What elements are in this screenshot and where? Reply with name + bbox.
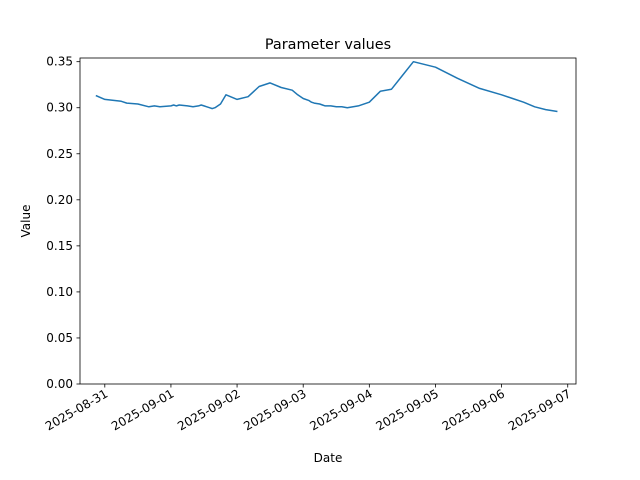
y-axis: 0.00 0.05 0.10 0.15 0.20 0.25 0.30 0.35	[46, 55, 80, 391]
y-axis-label: Value	[19, 205, 33, 238]
x-tick-label: 2025-08-31	[43, 386, 110, 433]
x-axis: 2025-08-312025-09-012025-09-022025-09-03…	[43, 384, 573, 433]
y-tick-label: 0.35	[46, 55, 73, 69]
plot-area	[95, 60, 558, 113]
x-axis-label: Date	[314, 451, 343, 465]
x-tick-label: 2025-09-07	[506, 386, 573, 433]
axes-frame	[79, 57, 577, 385]
y-tick-label: 0.05	[46, 331, 73, 345]
y-tick-label: 0.10	[46, 285, 73, 299]
x-tick-label: 2025-09-02	[175, 386, 242, 433]
x-tick-label: 2025-09-04	[307, 386, 374, 433]
y-tick-label: 0.20	[46, 193, 73, 207]
x-tick-label: 2025-09-06	[440, 386, 507, 433]
x-tick-label: 2025-09-05	[374, 386, 441, 433]
chart-title: Parameter values	[265, 37, 391, 53]
y-tick-label: 0.25	[46, 147, 73, 161]
y-tick-label: 0.30	[46, 101, 73, 115]
y-tick-label: 0.00	[46, 377, 73, 391]
y-tick-label: 0.15	[46, 239, 73, 253]
x-tick-label: 2025-09-01	[109, 386, 176, 433]
series-line-parameter-values	[95, 60, 558, 113]
x-tick-label: 2025-09-03	[241, 386, 308, 433]
